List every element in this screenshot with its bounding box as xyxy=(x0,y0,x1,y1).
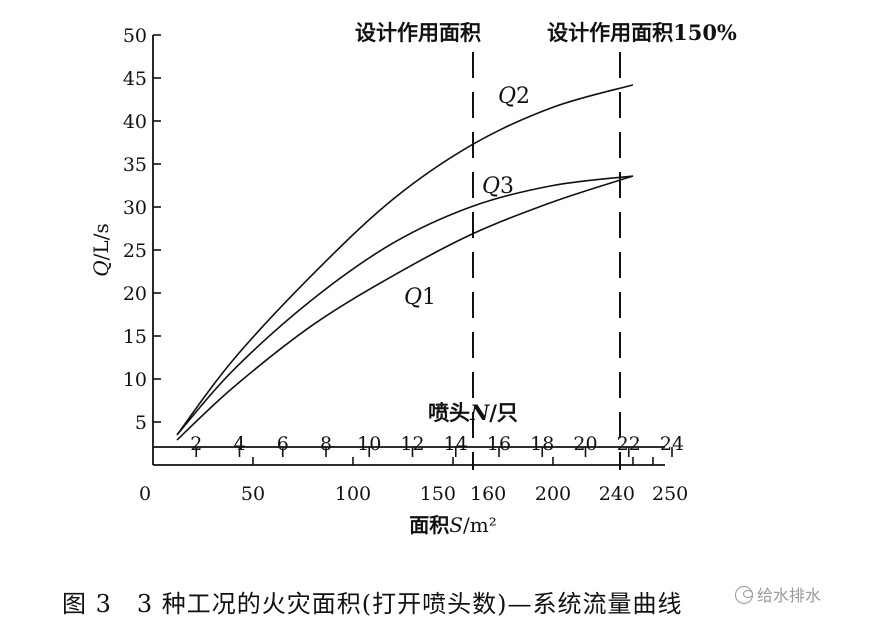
nozzle-tick-label: 24 xyxy=(660,433,684,455)
nozzle-tick-label: 18 xyxy=(530,433,554,455)
nozzle-tick-label: 14 xyxy=(444,433,468,455)
x-tick-label: 100 xyxy=(335,483,371,505)
x-tick-label: 50 xyxy=(241,483,265,505)
nozzle-tick-label: 10 xyxy=(357,433,381,455)
x-tick-label: 240 xyxy=(599,483,635,505)
series-line-q2 xyxy=(176,84,634,436)
x-tick-label: 200 xyxy=(535,483,571,505)
y-tick-label: 35 xyxy=(123,154,147,176)
y-tick-label: 15 xyxy=(123,326,147,348)
series-line-q3 xyxy=(176,175,634,436)
y-tick-label: 45 xyxy=(123,68,147,90)
y-tick-label: 10 xyxy=(123,369,147,391)
y-tick-label: 20 xyxy=(123,283,147,305)
x-tick-label: 250 xyxy=(652,483,688,505)
nozzle-tick-label: 8 xyxy=(320,433,332,455)
series-label-q3: Q3 xyxy=(482,174,514,199)
x-tick-label: 0 xyxy=(139,483,151,505)
nozzle-tick-label: 22 xyxy=(617,433,641,455)
y-tick-label: 25 xyxy=(123,240,147,262)
series-line-q1 xyxy=(176,175,634,441)
wechat-icon xyxy=(735,586,753,604)
y-tick-label: 40 xyxy=(123,111,147,133)
y-axis-title: Q/L/s xyxy=(89,223,113,276)
series-label-q2: Q2 xyxy=(498,84,530,109)
x-tick-label: 150 xyxy=(420,483,456,505)
nozzle-tick-label: 4 xyxy=(233,433,245,455)
y-tick-label: 50 xyxy=(123,25,147,47)
watermark: 给水排水 xyxy=(735,582,821,606)
y-tick-label: 5 xyxy=(135,412,147,434)
figure-caption: 图 3 3 种工况的火灾面积(打开喷头数)—系统流量曲线 xyxy=(62,590,683,618)
watermark-text: 给水排水 xyxy=(757,586,822,605)
x-axis-title: 面积S/m² xyxy=(409,513,496,537)
x-tick-label: 160 xyxy=(470,483,506,505)
y-tick-label: 30 xyxy=(123,197,147,219)
nozzle-tick-label: 12 xyxy=(400,433,424,455)
reference-line-label: 设计作用面积150% xyxy=(547,20,737,45)
series-label-q1: Q1 xyxy=(404,285,436,310)
nozzle-tick-label: 16 xyxy=(487,433,511,455)
nozzle-tick-label: 20 xyxy=(573,433,597,455)
flow-area-chart: 5 10 15 20 25 30 35 40 45 50 0 50 100 150 160 200 240 250… xyxy=(89,20,737,537)
nozzle-tick-label: 6 xyxy=(277,433,289,455)
nozzle-axis-title: 喷头N/只 xyxy=(428,400,518,425)
nozzle-tick-label: 2 xyxy=(190,433,202,455)
reference-line-label: 设计作用面积 xyxy=(355,20,481,45)
